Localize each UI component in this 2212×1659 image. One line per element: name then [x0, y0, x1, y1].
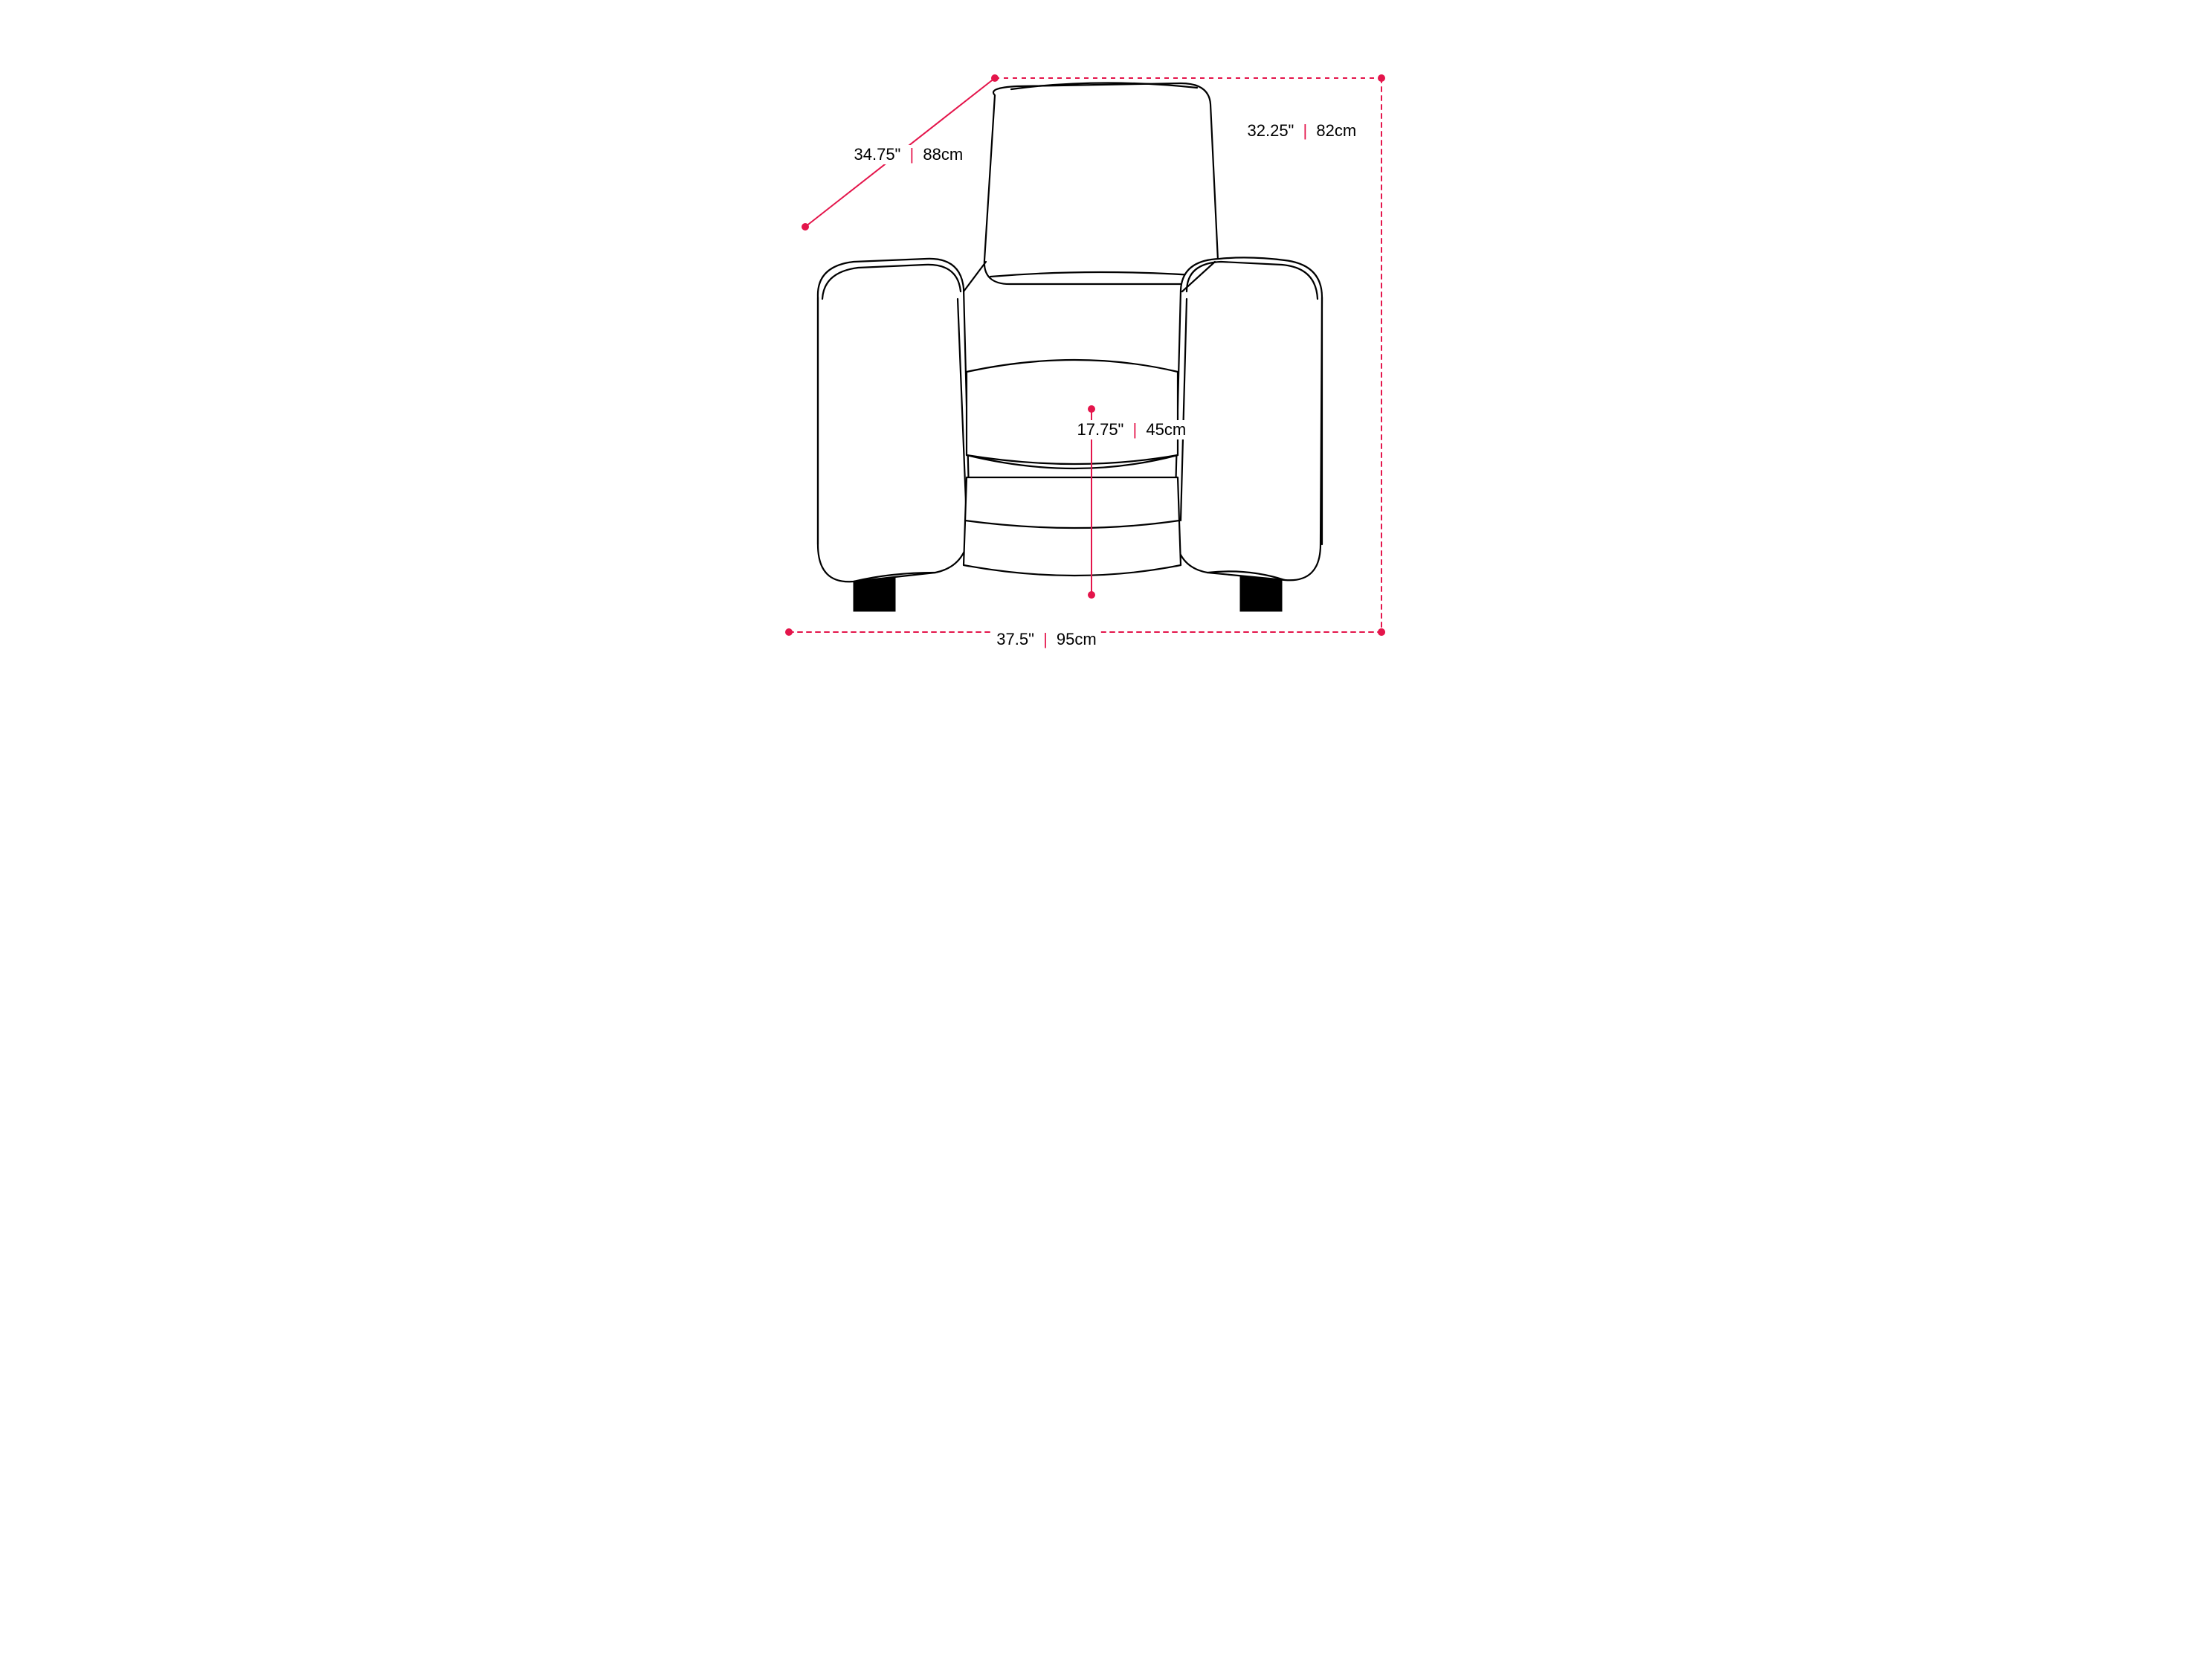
chair-legs: [854, 573, 1282, 611]
height-imperial: 32.25": [1248, 121, 1294, 140]
diagram-svg: [631, 0, 1582, 714]
width-metric: 95cm: [1057, 630, 1097, 648]
separator: |: [1303, 123, 1308, 139]
height-label: 32.25" | 82cm: [1248, 123, 1357, 139]
seat-imperial: 17.75": [1077, 420, 1124, 439]
depth-metric: 88cm: [923, 145, 963, 164]
dimension-diagram: 34.75" | 88cm 32.25" | 82cm 17.75" | 45c…: [631, 0, 1582, 714]
width-label: 37.5" | 95cm: [992, 630, 1100, 649]
width-imperial: 37.5": [996, 630, 1034, 648]
seat-height-label: 17.75" | 45cm: [1073, 420, 1191, 439]
separator: |: [1133, 422, 1138, 438]
separator: |: [1043, 631, 1048, 648]
depth-label: 34.75" | 88cm: [850, 145, 968, 164]
depth-imperial: 34.75": [854, 145, 901, 164]
separator: |: [910, 146, 915, 163]
height-metric: 82cm: [1316, 121, 1356, 140]
seat-metric: 45cm: [1146, 420, 1186, 439]
